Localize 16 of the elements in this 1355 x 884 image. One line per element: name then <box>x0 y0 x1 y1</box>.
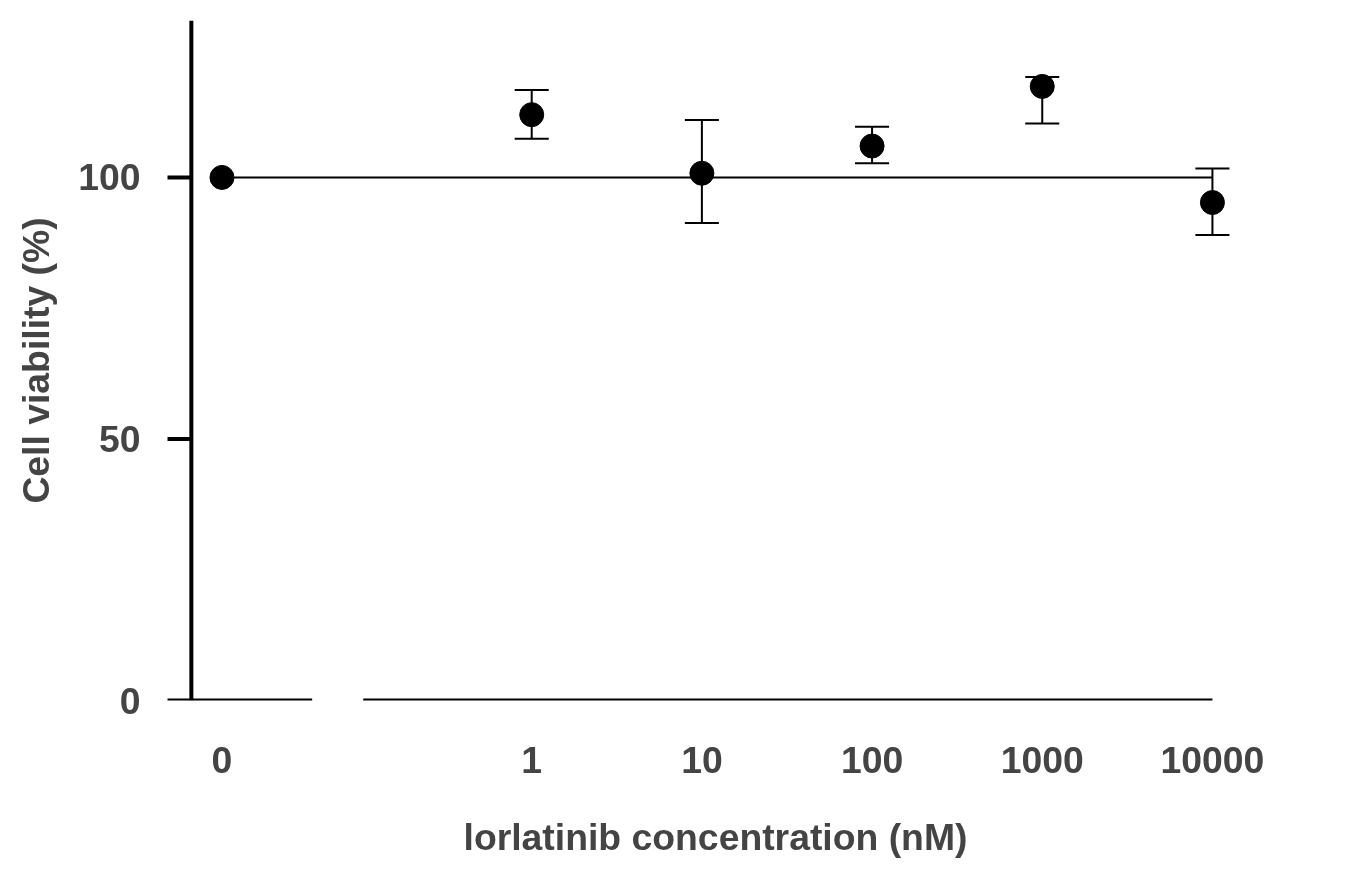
x-tick-label: 1 <box>521 738 543 781</box>
y-tick-label: 50 <box>98 417 141 460</box>
y-tick-label: 0 <box>119 679 141 722</box>
point <box>519 102 545 128</box>
y-axis-title: Cell viability (%) <box>15 217 58 504</box>
x-axis-title: lorlatinib concentration (nM) <box>463 815 968 858</box>
x-tick-label: 100 <box>840 738 904 781</box>
point <box>1199 190 1225 216</box>
point <box>689 160 715 186</box>
x-tick-label: 10000 <box>1160 738 1265 781</box>
x-tick-label: 1000 <box>1000 738 1084 781</box>
point <box>859 133 885 159</box>
y-tick-label: 100 <box>78 156 141 199</box>
x-tick-label: 0 <box>211 738 233 781</box>
x-tick-label: 10 <box>681 738 723 781</box>
point <box>1029 73 1055 99</box>
